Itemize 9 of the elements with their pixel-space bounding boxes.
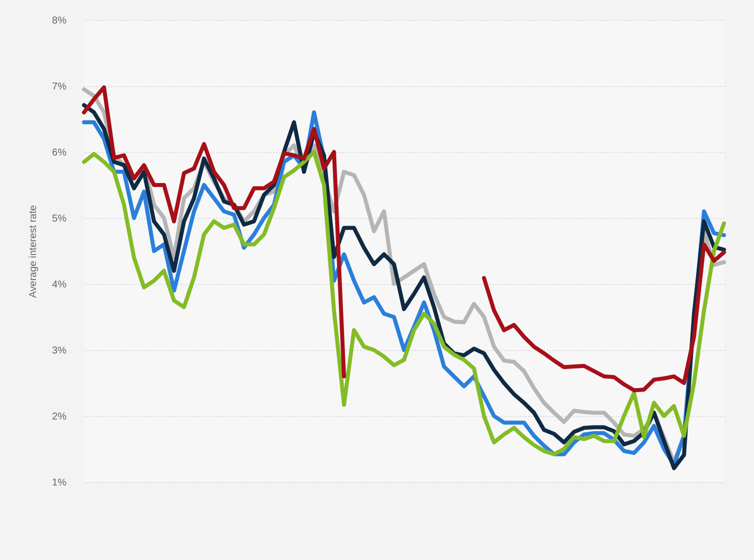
y-tick-label: 4%: [52, 280, 67, 290]
y-tick-label: 1%: [52, 478, 67, 488]
y-tick-label: 2%: [52, 412, 67, 422]
y-tick-label: 7%: [52, 82, 67, 92]
y-tick-label: 8%: [52, 16, 67, 26]
y-tick-label: 3%: [52, 346, 67, 356]
y-tick-label: 6%: [52, 148, 67, 158]
y-tick-label: 5%: [52, 214, 67, 224]
y-axis-title: Average interest rate: [28, 204, 40, 298]
